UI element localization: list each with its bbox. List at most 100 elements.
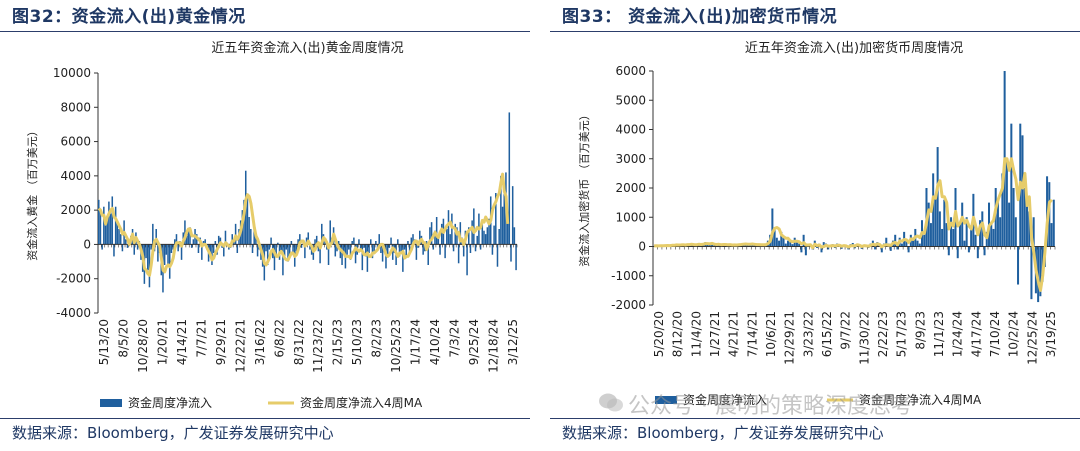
bar [317, 244, 320, 252]
bar [983, 246, 986, 256]
bar [386, 244, 389, 255]
bar [248, 217, 250, 245]
bar [515, 244, 517, 271]
bar [479, 244, 482, 250]
bar [1032, 217, 1035, 247]
bar [270, 237, 272, 245]
bar [380, 244, 382, 253]
bar [974, 234, 977, 247]
bar [319, 244, 321, 264]
x-tick-label: 1/20/21 [155, 319, 169, 365]
x-tick-label: 7/7/21 [194, 319, 208, 358]
bar [371, 244, 374, 259]
bar [771, 208, 774, 247]
bar [874, 246, 877, 250]
bar [429, 227, 431, 245]
x-tick-label: 10/25/23 [389, 319, 403, 373]
bar [334, 244, 337, 257]
bar [486, 227, 489, 245]
ma-line [97, 172, 510, 277]
bar [452, 244, 455, 252]
x-tick-label: 5/17/23 [895, 311, 909, 357]
bar [992, 228, 995, 247]
bar [201, 244, 203, 260]
bar [366, 244, 369, 272]
bar [364, 244, 367, 257]
x-tick-label: 8/9/23 [913, 311, 927, 350]
bar [337, 241, 340, 245]
bar [354, 244, 357, 264]
y-tick-label: 0 [83, 237, 91, 251]
legend-swatch-bar [100, 399, 122, 407]
bar [446, 229, 448, 245]
x-tick-label: 4/10/24 [428, 319, 442, 365]
bar [285, 244, 288, 250]
bar [912, 237, 915, 247]
bar [184, 220, 186, 245]
bar [427, 244, 429, 265]
bar [315, 235, 318, 245]
x-tick-label: 1/24/24 [951, 311, 965, 357]
bar [342, 244, 345, 253]
bar [295, 244, 298, 252]
bar [346, 244, 348, 255]
bar [246, 196, 249, 245]
bar [447, 210, 450, 245]
legend-label-line: 资金周度净流入4周MA [859, 392, 982, 407]
x-tick-label: 5/10/23 [350, 319, 364, 365]
bar [471, 220, 473, 245]
bar [351, 241, 353, 245]
bar [378, 234, 380, 245]
bar [943, 199, 946, 247]
bar [1008, 202, 1011, 247]
bar [204, 239, 206, 245]
bar [432, 244, 435, 250]
bar [358, 239, 360, 245]
y-tick-label: -2000 [611, 298, 646, 312]
bar [965, 217, 968, 247]
bar [1021, 135, 1024, 247]
bar [388, 244, 391, 248]
bar [145, 244, 147, 259]
bar [440, 223, 443, 245]
x-tick-label: 3/19/25 [1044, 311, 1058, 357]
bar [936, 147, 939, 247]
y-tick-label: 0 [638, 240, 646, 254]
bar [934, 196, 937, 247]
bar [349, 244, 352, 260]
x-tick-label: 1/17/24 [409, 319, 423, 365]
y-tick-label: 10000 [53, 66, 91, 80]
bar [219, 237, 222, 245]
bar [787, 240, 790, 247]
bar [165, 244, 168, 255]
bar [321, 223, 323, 245]
bar [885, 237, 888, 247]
bar [511, 186, 514, 245]
x-tick-label: 3/16/22 [253, 319, 267, 365]
x-tick-label: 12/18/24 [487, 319, 501, 373]
y-tick-label: 8000 [60, 100, 91, 114]
bar [789, 242, 792, 247]
bar [1012, 188, 1015, 247]
bar [907, 246, 910, 253]
bar [167, 244, 169, 267]
x-tick-label: 6/8/22 [272, 319, 286, 358]
bar [950, 217, 953, 247]
bar [146, 244, 149, 271]
bar [506, 217, 509, 245]
bar [513, 227, 516, 245]
bar [256, 244, 259, 257]
bar [336, 244, 338, 252]
bar [491, 244, 494, 255]
x-tick-label: 8/12/20 [671, 311, 685, 357]
bar [1014, 217, 1017, 247]
bar [437, 237, 440, 245]
x-tick-label: 11/30/22 [857, 311, 871, 365]
x-tick-label: 8/2/23 [370, 319, 384, 358]
bar [212, 244, 215, 253]
y-tick-label: 4000 [615, 123, 646, 137]
figure-title: 图32：资金流入(出)黄金情况 [12, 7, 246, 27]
bar [329, 220, 331, 245]
bar [314, 239, 316, 245]
bar [412, 234, 414, 245]
